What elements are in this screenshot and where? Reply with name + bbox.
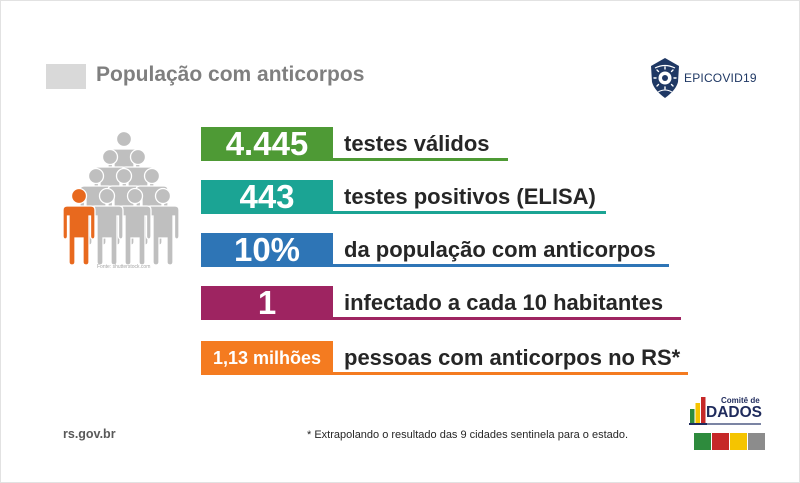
stat-value-box: 443 [201, 180, 333, 214]
stat-label: infectado a cada 10 habitantes [344, 290, 664, 315]
image-source-caption: Fonte: shutterstock.com [97, 264, 151, 270]
comite-logo-line1: Comitê de [721, 396, 760, 405]
stat-underline [333, 211, 606, 214]
stat-value: 1 [257, 284, 277, 321]
title-marker [46, 64, 86, 89]
stat-value-box: 1 [201, 286, 333, 320]
stat-label: pessoas com anticorpos no RS* [344, 345, 681, 370]
stat-row-people-with-antibodies: 1,13 milhões pessoas com anticorpos no R… [201, 341, 688, 375]
stat-value-box: 1,13 milhões [201, 341, 333, 375]
epicovid-logo-text: EPICOVID19 [684, 71, 757, 85]
stat-value: 10% [233, 231, 301, 268]
stat-label: testes positivos (ELISA) [344, 184, 596, 209]
stat-value: 1,13 milhões [212, 348, 322, 368]
stat-underline [333, 264, 669, 267]
color-square-green [694, 433, 711, 450]
comite-color-squares [694, 433, 766, 450]
epicovid-logo: EPICOVID19 [649, 57, 759, 99]
stat-underline [333, 372, 688, 375]
footer-site-url: rs.gov.br [63, 427, 116, 441]
stat-underline [333, 317, 681, 320]
stat-row-valid-tests: 4.445 testes válidos [201, 127, 508, 161]
color-square-red [712, 433, 729, 450]
footer-note: * Extrapolando o resultado das 9 cidades… [307, 429, 629, 441]
comite-dados-icon [689, 397, 707, 425]
comite-logo-line2: DADOS [706, 404, 762, 421]
epicovid-shield-icon [651, 58, 679, 98]
stat-value: 4.445 [225, 125, 309, 162]
stat-label: da população com anticorpos [344, 237, 656, 262]
stat-underline [333, 158, 508, 161]
color-square-grey [748, 433, 765, 450]
stat-value-box: 10% [201, 233, 333, 267]
stat-value-box: 4.445 [201, 127, 333, 161]
slide-title: População com anticorpos [96, 63, 365, 86]
comite-tagline-bar [707, 423, 761, 425]
stat-row-infected-ratio: 1 infectado a cada 10 habitantes [201, 286, 681, 320]
stat-row-positive-tests: 443 testes positivos (ELISA) [201, 180, 606, 214]
stat-label: testes válidos [344, 131, 490, 156]
color-square-yellow [730, 433, 747, 450]
people-group-icon [62, 130, 180, 266]
stat-row-population-percent: 10% da população com anticorpos [201, 233, 669, 267]
stat-value: 443 [239, 178, 295, 215]
